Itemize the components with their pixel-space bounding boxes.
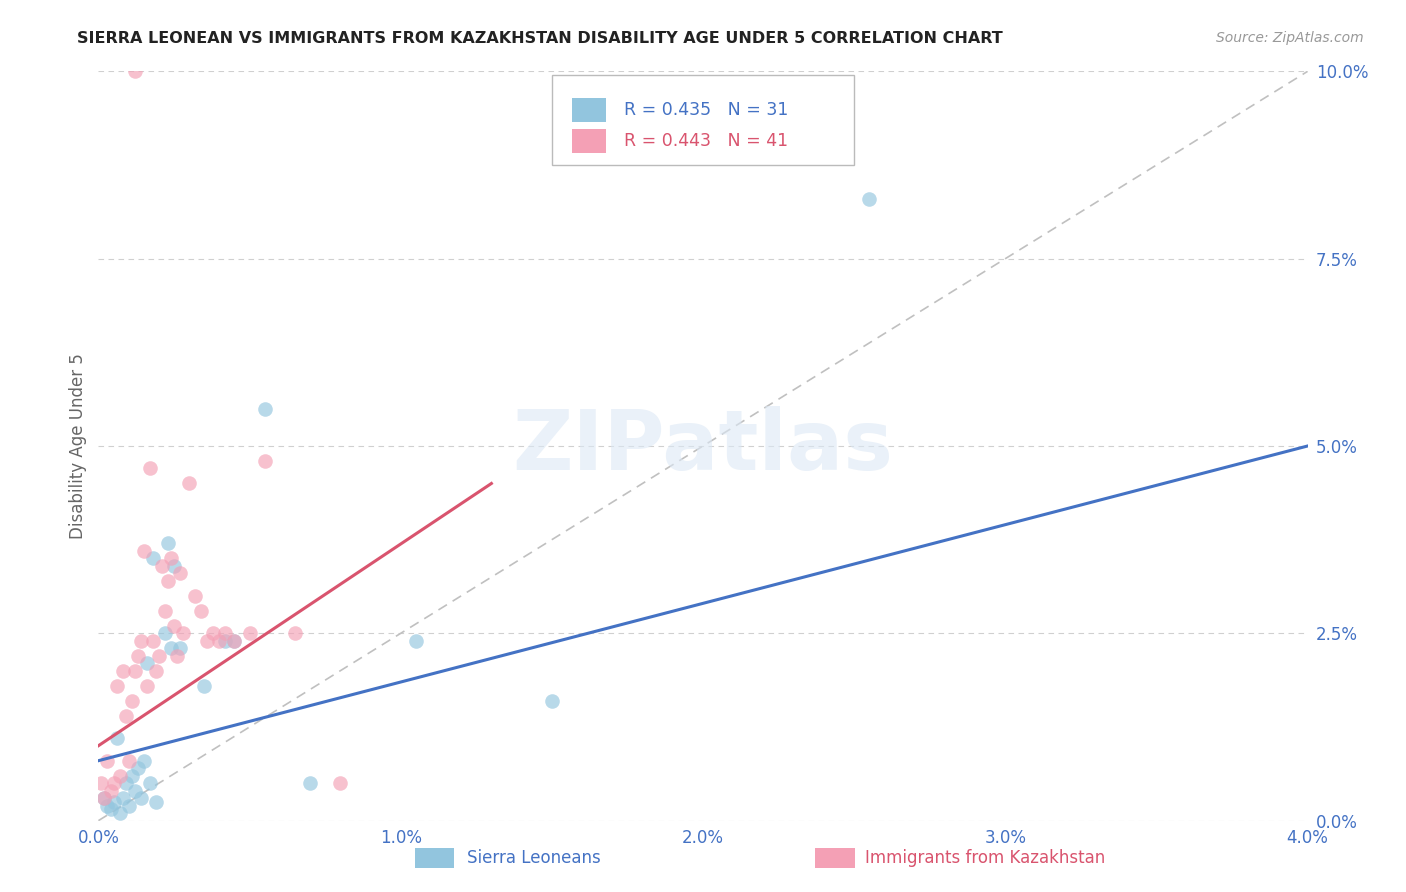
FancyBboxPatch shape xyxy=(551,75,855,165)
Point xyxy=(163,619,186,633)
Point xyxy=(135,657,157,671)
Point xyxy=(195,633,218,648)
Point xyxy=(184,589,207,603)
Point xyxy=(142,633,165,648)
Point xyxy=(96,798,118,813)
Point xyxy=(108,806,131,821)
Point xyxy=(202,626,225,640)
Point xyxy=(153,604,176,618)
Point xyxy=(139,461,162,475)
Point xyxy=(208,633,231,648)
Point xyxy=(145,795,167,809)
Point xyxy=(193,679,215,693)
Point xyxy=(150,558,173,573)
Point xyxy=(405,633,427,648)
Point xyxy=(100,783,122,797)
Point xyxy=(224,633,246,648)
Point xyxy=(93,791,115,805)
Point xyxy=(121,769,143,783)
Point xyxy=(100,802,122,816)
Point xyxy=(172,626,194,640)
Point xyxy=(129,633,152,648)
Point xyxy=(145,664,167,678)
Point xyxy=(224,633,246,648)
Point xyxy=(299,776,322,790)
Point xyxy=(105,731,128,746)
Point xyxy=(139,776,162,790)
Point xyxy=(253,454,276,468)
Text: R = 0.435   N = 31: R = 0.435 N = 31 xyxy=(624,101,789,120)
Text: Immigrants from Kazakhstan: Immigrants from Kazakhstan xyxy=(865,849,1105,867)
Point xyxy=(114,708,136,723)
Point xyxy=(156,536,179,550)
Point xyxy=(169,641,191,656)
Point xyxy=(93,791,115,805)
Point xyxy=(163,558,186,573)
Point xyxy=(329,776,352,790)
Y-axis label: Disability Age Under 5: Disability Age Under 5 xyxy=(69,353,87,539)
Point xyxy=(90,776,112,790)
Point xyxy=(114,776,136,790)
Point xyxy=(121,694,143,708)
FancyBboxPatch shape xyxy=(572,98,606,122)
Text: Sierra Leoneans: Sierra Leoneans xyxy=(467,849,600,867)
Point xyxy=(142,551,165,566)
Text: Source: ZipAtlas.com: Source: ZipAtlas.com xyxy=(1216,31,1364,45)
Point xyxy=(214,626,236,640)
Point xyxy=(190,604,212,618)
Point xyxy=(118,798,141,813)
Point xyxy=(156,574,179,588)
Point xyxy=(284,626,307,640)
Point xyxy=(214,633,236,648)
Point xyxy=(132,754,155,768)
Point xyxy=(540,694,562,708)
Point xyxy=(160,641,183,656)
Point xyxy=(124,664,146,678)
Point xyxy=(103,776,125,790)
Point xyxy=(105,679,128,693)
Point xyxy=(858,192,880,206)
Text: R = 0.443   N = 41: R = 0.443 N = 41 xyxy=(624,132,789,150)
Point xyxy=(239,626,262,640)
Point xyxy=(96,754,118,768)
Point xyxy=(118,754,141,768)
Point xyxy=(111,664,134,678)
Point xyxy=(132,544,155,558)
FancyBboxPatch shape xyxy=(572,128,606,153)
Point xyxy=(166,648,188,663)
Point xyxy=(148,648,170,663)
Point xyxy=(124,64,146,78)
Point xyxy=(153,626,176,640)
Point xyxy=(111,791,134,805)
Point xyxy=(127,761,149,775)
Point xyxy=(127,648,149,663)
Point xyxy=(253,401,276,416)
Point xyxy=(129,791,152,805)
Text: ZIPatlas: ZIPatlas xyxy=(513,406,893,486)
Point xyxy=(179,476,201,491)
Point xyxy=(160,551,183,566)
Point xyxy=(124,783,146,797)
Point xyxy=(169,566,191,581)
Point xyxy=(135,679,157,693)
Point xyxy=(103,795,125,809)
Point xyxy=(108,769,131,783)
Text: SIERRA LEONEAN VS IMMIGRANTS FROM KAZAKHSTAN DISABILITY AGE UNDER 5 CORRELATION : SIERRA LEONEAN VS IMMIGRANTS FROM KAZAKH… xyxy=(77,31,1002,46)
